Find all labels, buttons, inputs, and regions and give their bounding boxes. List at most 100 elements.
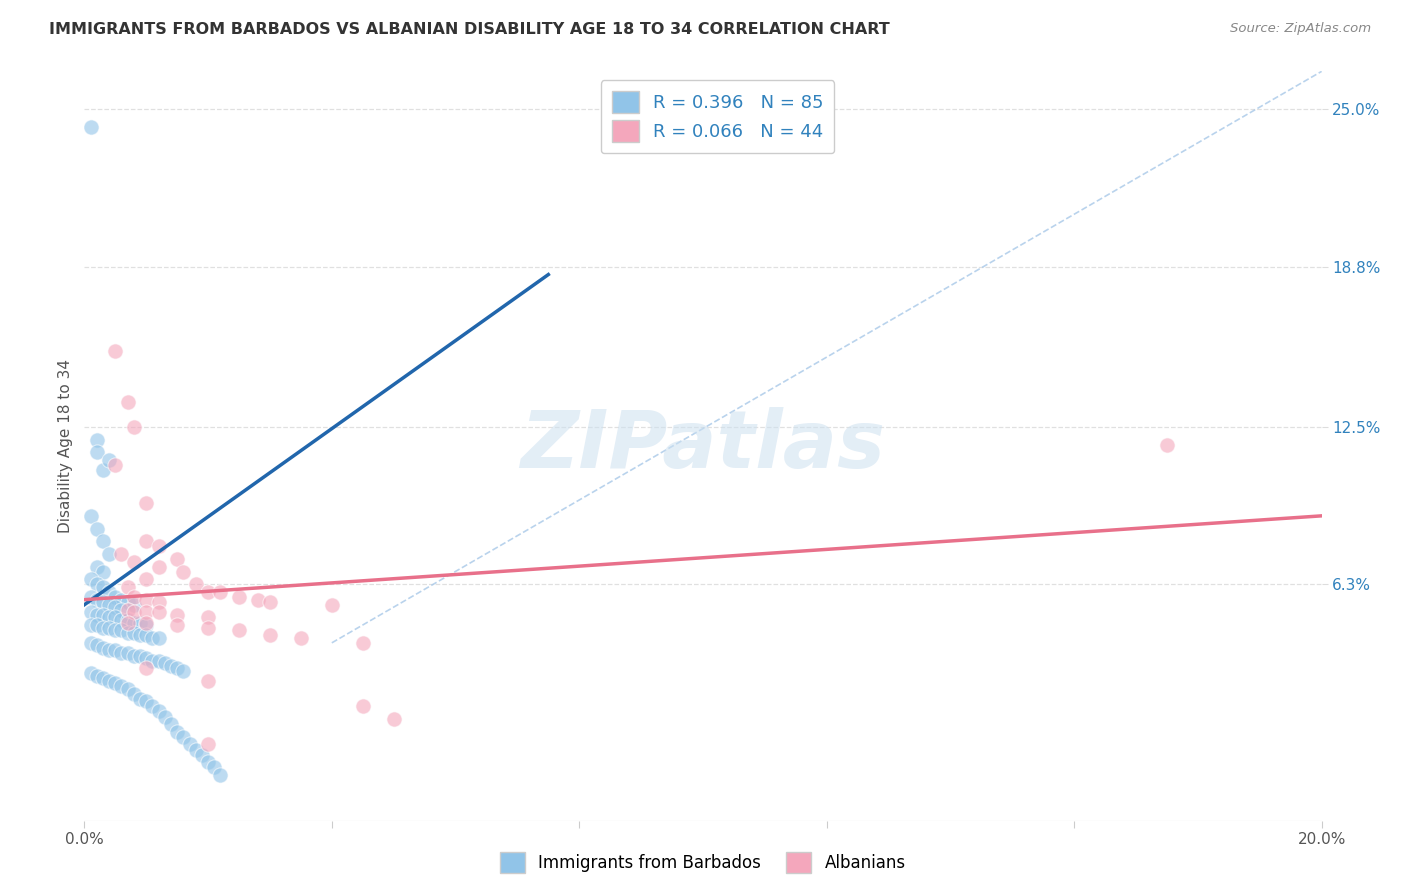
Albanians: [184, 577, 207, 591]
Immigrants from Barbados: [135, 694, 157, 708]
Albanians: [321, 598, 343, 612]
Immigrants from Barbados: [86, 559, 108, 574]
Immigrants from Barbados: [104, 643, 127, 657]
Albanians: [148, 595, 170, 609]
Immigrants from Barbados: [148, 705, 170, 719]
Immigrants from Barbados: [110, 646, 132, 660]
Albanians: [122, 420, 145, 434]
Immigrants from Barbados: [122, 598, 145, 612]
Immigrants from Barbados: [79, 508, 101, 523]
Albanians: [259, 628, 281, 642]
Immigrants from Barbados: [141, 699, 163, 714]
Immigrants from Barbados: [104, 610, 127, 624]
Albanians: [1156, 438, 1178, 452]
Text: IMMIGRANTS FROM BARBADOS VS ALBANIAN DISABILITY AGE 18 TO 34 CORRELATION CHART: IMMIGRANTS FROM BARBADOS VS ALBANIAN DIS…: [49, 22, 890, 37]
Immigrants from Barbados: [179, 738, 201, 752]
Albanians: [117, 603, 139, 617]
Immigrants from Barbados: [104, 590, 127, 604]
Immigrants from Barbados: [184, 742, 207, 756]
Immigrants from Barbados: [79, 666, 101, 681]
Immigrants from Barbados: [110, 623, 132, 637]
Immigrants from Barbados: [172, 730, 194, 744]
Immigrants from Barbados: [202, 760, 225, 774]
Albanians: [166, 607, 188, 622]
Immigrants from Barbados: [153, 709, 176, 723]
Immigrants from Barbados: [91, 621, 114, 635]
Albanians: [135, 572, 157, 586]
Immigrants from Barbados: [86, 607, 108, 622]
Albanians: [135, 606, 157, 620]
Albanians: [166, 618, 188, 632]
Albanians: [110, 547, 132, 561]
Immigrants from Barbados: [172, 664, 194, 678]
Albanians: [148, 539, 170, 553]
Immigrants from Barbados: [79, 572, 101, 586]
Albanians: [135, 592, 157, 607]
Immigrants from Barbados: [166, 724, 188, 739]
Immigrants from Barbados: [110, 679, 132, 693]
Immigrants from Barbados: [160, 717, 183, 731]
Immigrants from Barbados: [98, 610, 121, 624]
Immigrants from Barbados: [110, 592, 132, 607]
Albanians: [197, 610, 219, 624]
Immigrants from Barbados: [86, 445, 108, 459]
Albanians: [197, 738, 219, 752]
Albanians: [228, 590, 250, 604]
Immigrants from Barbados: [129, 691, 152, 706]
Immigrants from Barbados: [117, 646, 139, 660]
Immigrants from Barbados: [122, 687, 145, 701]
Immigrants from Barbados: [86, 433, 108, 447]
Immigrants from Barbados: [98, 643, 121, 657]
Immigrants from Barbados: [117, 625, 139, 640]
Immigrants from Barbados: [153, 656, 176, 670]
Immigrants from Barbados: [79, 618, 101, 632]
Text: ZIPatlas: ZIPatlas: [520, 407, 886, 485]
Albanians: [259, 595, 281, 609]
Immigrants from Barbados: [135, 651, 157, 665]
Albanians: [166, 552, 188, 566]
Albanians: [197, 621, 219, 635]
Legend: Immigrants from Barbados, Albanians: Immigrants from Barbados, Albanians: [494, 846, 912, 880]
Albanians: [172, 565, 194, 579]
Albanians: [246, 592, 269, 607]
Immigrants from Barbados: [98, 673, 121, 688]
Immigrants from Barbados: [117, 595, 139, 609]
Immigrants from Barbados: [79, 606, 101, 620]
Immigrants from Barbados: [122, 615, 145, 630]
Albanians: [104, 458, 127, 472]
Albanians: [135, 615, 157, 630]
Albanians: [352, 636, 374, 650]
Albanians: [352, 699, 374, 714]
Immigrants from Barbados: [91, 463, 114, 477]
Albanians: [122, 606, 145, 620]
Legend: R = 0.396   N = 85, R = 0.066   N = 44: R = 0.396 N = 85, R = 0.066 N = 44: [600, 80, 834, 153]
Albanians: [148, 559, 170, 574]
Albanians: [117, 580, 139, 594]
Immigrants from Barbados: [86, 639, 108, 653]
Immigrants from Barbados: [98, 585, 121, 599]
Immigrants from Barbados: [104, 676, 127, 690]
Albanians: [122, 590, 145, 604]
Immigrants from Barbados: [135, 618, 157, 632]
Albanians: [209, 585, 232, 599]
Albanians: [382, 712, 405, 726]
Immigrants from Barbados: [117, 613, 139, 627]
Immigrants from Barbados: [91, 640, 114, 655]
Immigrants from Barbados: [98, 547, 121, 561]
Immigrants from Barbados: [141, 654, 163, 668]
Albanians: [197, 585, 219, 599]
Albanians: [197, 673, 219, 688]
Immigrants from Barbados: [104, 623, 127, 637]
Immigrants from Barbados: [160, 658, 183, 673]
Albanians: [122, 555, 145, 569]
Immigrants from Barbados: [91, 580, 114, 594]
Albanians: [104, 343, 127, 358]
Immigrants from Barbados: [129, 648, 152, 663]
Immigrants from Barbados: [117, 681, 139, 696]
Immigrants from Barbados: [98, 598, 121, 612]
Text: Source: ZipAtlas.com: Source: ZipAtlas.com: [1230, 22, 1371, 36]
Immigrants from Barbados: [209, 768, 232, 782]
Albanians: [135, 534, 157, 549]
Albanians: [135, 661, 157, 675]
Immigrants from Barbados: [122, 625, 145, 640]
